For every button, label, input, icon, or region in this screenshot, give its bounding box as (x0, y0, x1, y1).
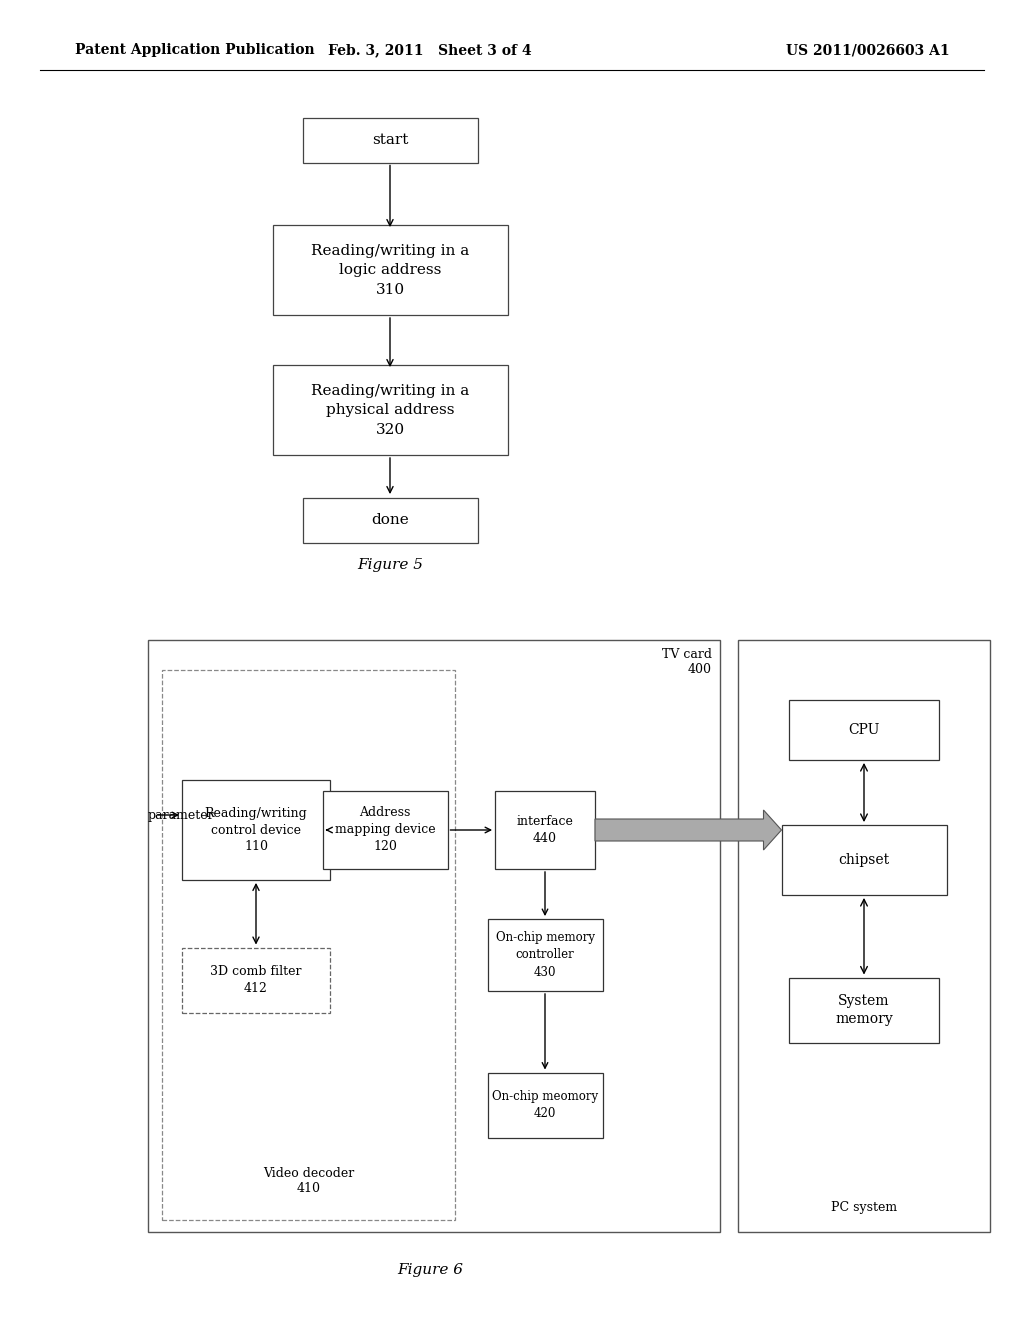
Bar (781, 825, 946, 895)
Bar (487, 919, 602, 991)
Text: done: done (371, 513, 409, 527)
Text: Video decoder
410: Video decoder 410 (263, 1167, 354, 1195)
Bar (182, 948, 330, 1012)
Bar (790, 978, 939, 1043)
Text: chipset: chipset (839, 853, 890, 867)
Bar (272, 224, 508, 315)
Bar (495, 791, 595, 869)
Text: start: start (372, 133, 409, 147)
Text: Reading/writing in a
physical address
320: Reading/writing in a physical address 32… (311, 384, 469, 437)
Bar (790, 700, 939, 760)
Text: interface
440: interface 440 (516, 814, 573, 845)
Text: Figure 5: Figure 5 (357, 558, 423, 572)
Text: US 2011/0026603 A1: US 2011/0026603 A1 (786, 44, 950, 57)
Bar (162, 671, 455, 1220)
Bar (272, 366, 508, 455)
Text: parameter: parameter (148, 808, 215, 821)
Bar (182, 780, 330, 880)
Bar (487, 1072, 602, 1138)
Bar (302, 117, 477, 162)
Text: Address
mapping device
120: Address mapping device 120 (335, 807, 435, 854)
Text: TV card
400: TV card 400 (662, 648, 712, 676)
Text: Patent Application Publication: Patent Application Publication (75, 44, 314, 57)
Text: 3D comb filter
412: 3D comb filter 412 (210, 965, 302, 995)
Text: Reading/writing
control device
110: Reading/writing control device 110 (205, 807, 307, 854)
Polygon shape (595, 810, 781, 850)
Text: On-chip memory
controller
430: On-chip memory controller 430 (496, 932, 595, 978)
Text: Feb. 3, 2011   Sheet 3 of 4: Feb. 3, 2011 Sheet 3 of 4 (328, 44, 531, 57)
Text: Reading/writing in a
logic address
310: Reading/writing in a logic address 310 (311, 243, 469, 297)
Bar (148, 640, 720, 1232)
Text: System
memory: System memory (836, 994, 893, 1026)
Bar (323, 791, 447, 869)
Bar (302, 498, 477, 543)
Text: Figure 6: Figure 6 (397, 1263, 463, 1276)
Text: PC system: PC system (830, 1201, 897, 1214)
Bar (738, 640, 990, 1232)
Text: CPU: CPU (848, 723, 880, 737)
Text: On-chip meomory
420: On-chip meomory 420 (492, 1090, 598, 1119)
